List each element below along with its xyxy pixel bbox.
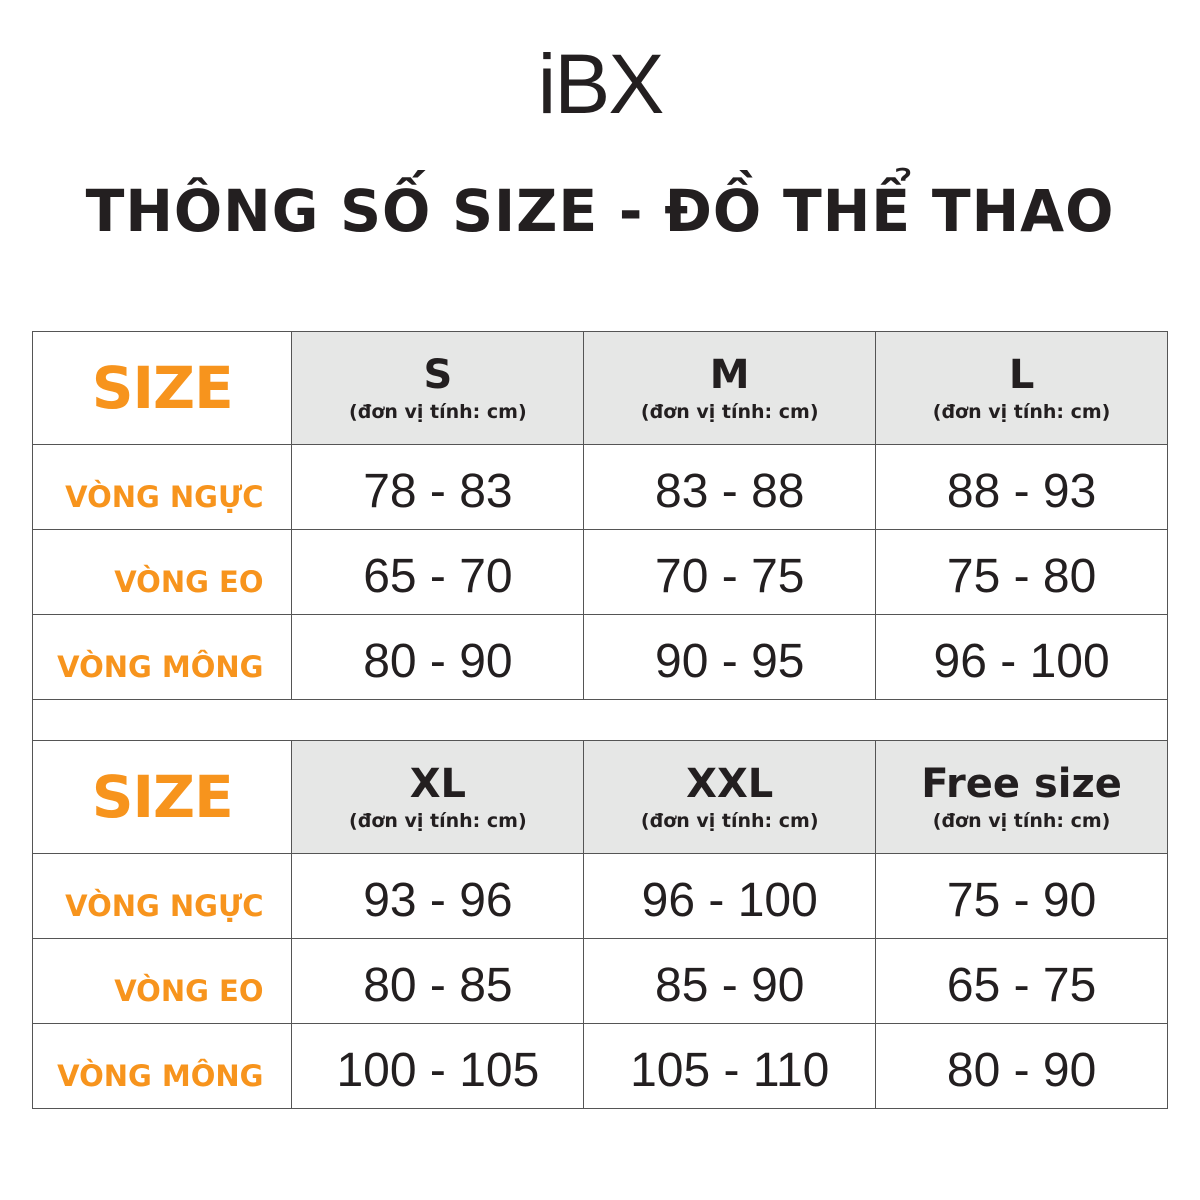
header-row: SIZE S (đơn vị tính: cm) M (đơn vị tính:… bbox=[33, 332, 1167, 444]
size-name: L bbox=[1008, 352, 1035, 398]
row-label: VÒNG NGỰC bbox=[65, 480, 264, 514]
measurement-value: 85 - 90 bbox=[583, 939, 875, 1023]
measurement-value: 90 - 95 bbox=[583, 615, 875, 699]
table-row: VÒNG MÔNG 80 - 90 90 - 95 96 - 100 bbox=[33, 614, 1167, 699]
unit-note: (đơn vị tính: cm) bbox=[349, 810, 527, 832]
measurement-value: 70 - 75 bbox=[583, 530, 875, 614]
measurement-value: 80 - 90 bbox=[291, 615, 583, 699]
table-row: VÒNG MÔNG 100 - 105 105 - 110 80 - 90 bbox=[33, 1023, 1167, 1108]
table-spacer bbox=[32, 697, 1168, 741]
unit-note: (đơn vị tính: cm) bbox=[349, 401, 527, 423]
table-row: VÒNG EO 65 - 70 70 - 75 75 - 80 bbox=[33, 529, 1167, 614]
size-label-cell: SIZE bbox=[33, 332, 291, 444]
size-name: Free size bbox=[921, 761, 1122, 807]
size-header-cell: XXL (đơn vị tính: cm) bbox=[583, 741, 876, 853]
table-row: VÒNG NGỰC 78 - 83 83 - 88 88 - 93 bbox=[33, 444, 1167, 529]
row-label: VÒNG NGỰC bbox=[65, 889, 264, 923]
row-label: VÒNG MÔNG bbox=[57, 650, 264, 684]
row-label: VÒNG EO bbox=[114, 974, 264, 1008]
row-label: VÒNG EO bbox=[114, 565, 264, 599]
size-header-cell: Free size (đơn vị tính: cm) bbox=[875, 741, 1167, 853]
measurement-value: 88 - 93 bbox=[875, 445, 1167, 529]
measurement-value: 83 - 88 bbox=[583, 445, 875, 529]
measurement-value: 78 - 83 bbox=[291, 445, 583, 529]
measurement-value: 100 - 105 bbox=[291, 1024, 583, 1108]
size-label-cell: SIZE bbox=[33, 741, 291, 853]
page-title: THÔNG SỐ SIZE - ĐỒ THỂ THAO bbox=[85, 177, 1115, 245]
measurement-value: 80 - 85 bbox=[291, 939, 583, 1023]
size-name: XXL bbox=[686, 761, 774, 807]
size-name: S bbox=[423, 352, 453, 398]
size-table-1: SIZE S (đơn vị tính: cm) M (đơn vị tính:… bbox=[32, 331, 1168, 700]
size-name: M bbox=[709, 352, 750, 398]
size-header-cell: S (đơn vị tính: cm) bbox=[291, 332, 584, 444]
size-label: SIZE bbox=[91, 763, 234, 831]
header-row: SIZE XL (đơn vị tính: cm) XXL (đơn vị tí… bbox=[33, 741, 1167, 853]
measurement-value: 80 - 90 bbox=[875, 1024, 1167, 1108]
measurement-value: 65 - 75 bbox=[875, 939, 1167, 1023]
size-header-cell: XL (đơn vị tính: cm) bbox=[291, 741, 584, 853]
measurement-value: 105 - 110 bbox=[583, 1024, 875, 1108]
size-table-2: SIZE XL (đơn vị tính: cm) XXL (đơn vị tí… bbox=[32, 740, 1168, 1109]
size-header-cell: L (đơn vị tính: cm) bbox=[875, 332, 1167, 444]
ibx-logo: iBX bbox=[537, 37, 665, 131]
unit-note: (đơn vị tính: cm) bbox=[640, 401, 819, 423]
table-row: VÒNG NGỰC 93 - 96 96 - 100 75 - 90 bbox=[33, 853, 1167, 938]
unit-note: (đơn vị tính: cm) bbox=[640, 810, 819, 832]
size-header-cell: M (đơn vị tính: cm) bbox=[583, 332, 876, 444]
unit-note: (đơn vị tính: cm) bbox=[932, 401, 1111, 423]
table-row: VÒNG EO 80 - 85 85 - 90 65 - 75 bbox=[33, 938, 1167, 1023]
size-label: SIZE bbox=[91, 354, 234, 422]
measurement-value: 65 - 70 bbox=[291, 530, 583, 614]
measurement-value: 96 - 100 bbox=[583, 854, 875, 938]
measurement-value: 75 - 80 bbox=[875, 530, 1167, 614]
measurement-value: 96 - 100 bbox=[875, 615, 1167, 699]
row-label: VÒNG MÔNG bbox=[57, 1059, 264, 1093]
unit-note: (đơn vị tính: cm) bbox=[932, 810, 1111, 832]
measurement-value: 93 - 96 bbox=[291, 854, 583, 938]
measurement-value: 75 - 90 bbox=[875, 854, 1167, 938]
size-name: XL bbox=[409, 761, 467, 807]
